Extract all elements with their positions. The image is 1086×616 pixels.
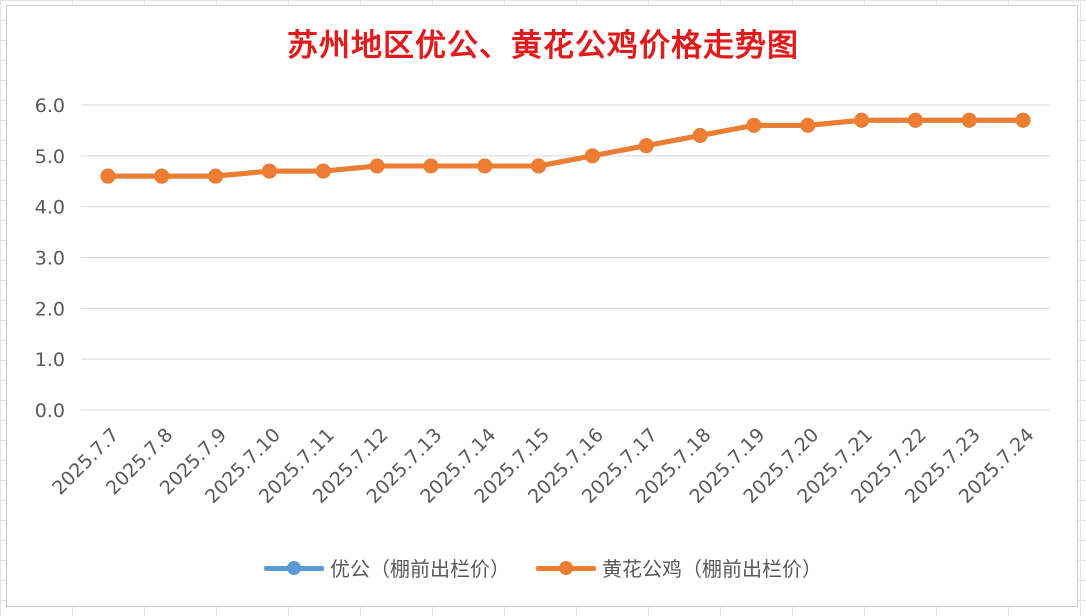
data-point-series-2 [746,117,762,133]
legend-swatch-series-2 [536,560,596,575]
legend-item-series-2: 黄花公鸡（棚前出栏价） [536,553,822,582]
data-point-series-2 [369,158,385,174]
y-tick-label: 2.0 [35,298,65,320]
data-point-series-2 [854,112,870,128]
data-point-series-2 [315,163,331,179]
y-tick-label: 3.0 [35,248,65,270]
chart-title: 苏州地区优公、黄花公鸡价格走势图 [287,28,799,64]
legend-item-series-1: 优公（棚前出栏价） [264,553,510,582]
data-point-series-2 [100,168,116,184]
data-point-series-2 [584,148,600,164]
series-line-2 [105,117,1026,179]
y-tick-label: 6.0 [35,95,65,117]
data-point-series-2 [531,158,547,174]
y-tick-label: 4.0 [35,197,65,219]
series-line-1 [105,117,1026,179]
data-point-series-2 [1015,112,1031,128]
legend: 优公（棚前出栏价） 黄花公鸡（棚前出栏价） [0,553,1086,582]
data-point-series-2 [208,168,224,184]
legend-label-series-2: 黄花公鸡（棚前出栏价） [602,557,822,581]
legend-swatch-series-1 [264,560,324,575]
data-point-series-2 [261,163,277,179]
data-point-series-2 [692,128,708,143]
data-point-series-2 [800,117,816,133]
data-point-series-2 [638,138,654,154]
y-tick-label: 5.0 [35,146,65,168]
data-point-series-2 [154,168,170,184]
legend-label-series-1: 优公（棚前出栏价） [330,557,510,581]
y-tick-label: 0.0 [35,400,65,422]
y-tick-label: 1.0 [35,349,65,371]
data-point-series-2 [423,158,439,174]
data-point-series-2 [907,112,923,128]
data-point-series-2 [477,158,493,174]
data-point-series-2 [961,112,977,128]
